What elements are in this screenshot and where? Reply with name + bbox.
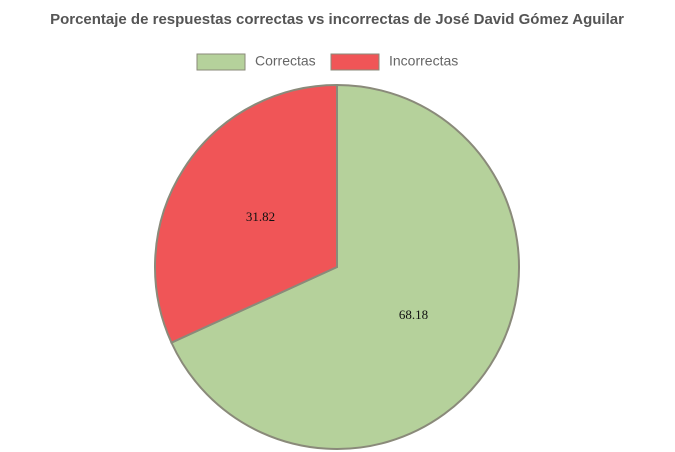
legend-swatch	[196, 53, 246, 71]
legend-text: Correctas	[255, 53, 316, 69]
pie-slice	[154, 83, 338, 344]
slice-label: 68.18	[399, 307, 428, 322]
chart-title: Porcentaje de respuestas correctas vs in…	[50, 11, 624, 28]
legend-text: Incorrectas	[389, 53, 458, 69]
legend-swatch	[330, 53, 380, 71]
pie-slice	[170, 83, 520, 450]
slice-label: 31.82	[246, 209, 275, 224]
